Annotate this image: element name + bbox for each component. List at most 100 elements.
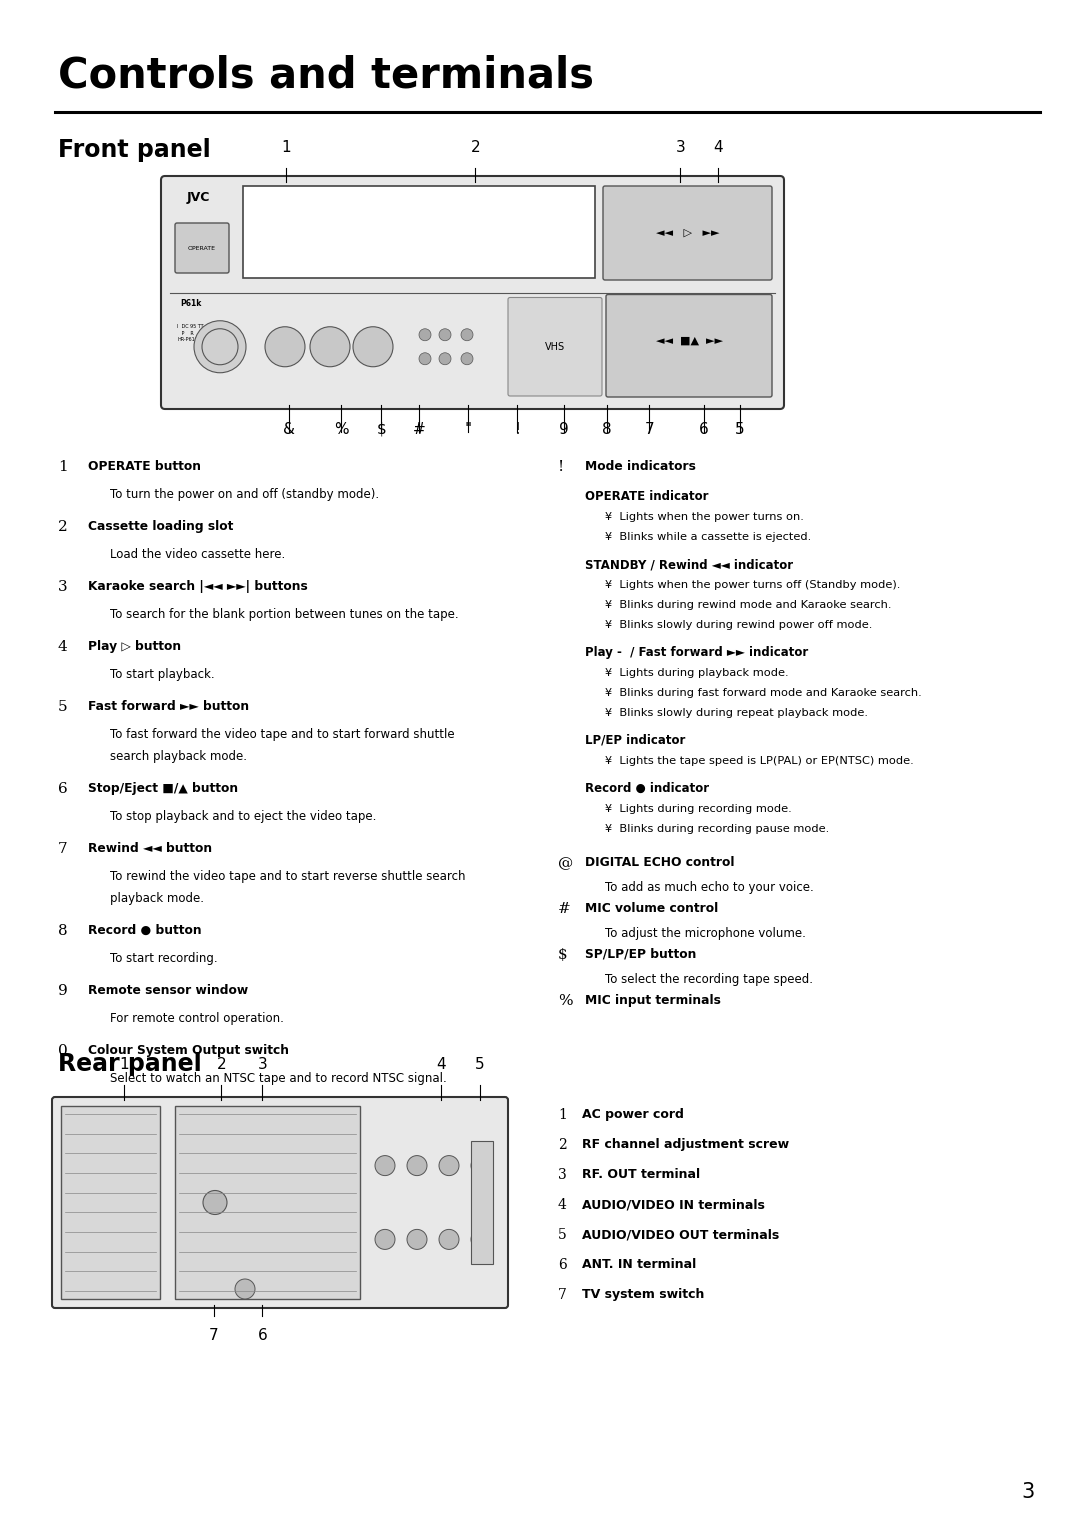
Text: VHS: VHS <box>545 342 565 353</box>
Text: STANDBY / Rewind ◄◄ indicator: STANDBY / Rewind ◄◄ indicator <box>585 559 793 571</box>
Text: ¥  Lights the tape speed is LP(PAL) or EP(NTSC) mode.: ¥ Lights the tape speed is LP(PAL) or EP… <box>605 755 914 766</box>
Text: To search for the blank portion between tunes on the tape.: To search for the blank portion between … <box>110 607 459 621</box>
Text: 7: 7 <box>645 423 653 436</box>
Text: 6: 6 <box>558 1257 567 1273</box>
FancyBboxPatch shape <box>161 175 784 409</box>
Text: For remote control operation.: For remote control operation. <box>110 1012 284 1025</box>
Text: Mode indicators: Mode indicators <box>585 459 696 473</box>
Text: %: % <box>558 993 572 1009</box>
Text: ¥  Lights when the power turns on.: ¥ Lights when the power turns on. <box>605 513 804 522</box>
Text: playback mode.: playback mode. <box>110 893 204 905</box>
Circle shape <box>419 328 431 340</box>
Text: !: ! <box>514 423 521 436</box>
Text: 5: 5 <box>558 1228 567 1242</box>
Text: To stop playback and to eject the video tape.: To stop playback and to eject the video … <box>110 810 376 823</box>
Text: 5: 5 <box>475 1058 484 1071</box>
Text: I  DC 95 TT
   P    R
HR-P61K: I DC 95 TT P R HR-P61K <box>177 325 204 342</box>
Text: To start playback.: To start playback. <box>110 668 215 681</box>
Text: 9: 9 <box>58 984 68 998</box>
Circle shape <box>438 328 451 340</box>
Text: 1: 1 <box>282 140 291 156</box>
Bar <box>243 186 595 278</box>
FancyBboxPatch shape <box>175 223 229 273</box>
Text: RF. OUT terminal: RF. OUT terminal <box>582 1167 700 1181</box>
Text: !: ! <box>558 459 564 475</box>
Text: ¥  Blinks slowly during rewind power off mode.: ¥ Blinks slowly during rewind power off … <box>605 620 873 630</box>
Text: DIGITAL ECHO control: DIGITAL ECHO control <box>585 856 734 868</box>
Circle shape <box>471 1230 491 1250</box>
Text: #: # <box>558 902 570 916</box>
Text: 7: 7 <box>558 1288 567 1302</box>
Text: AC power cord: AC power cord <box>582 1108 684 1122</box>
Text: 1: 1 <box>558 1108 567 1122</box>
Text: ¥  Blinks during recording pause mode.: ¥ Blinks during recording pause mode. <box>605 824 829 835</box>
Circle shape <box>375 1230 395 1250</box>
Circle shape <box>353 327 393 366</box>
Text: 6: 6 <box>699 423 710 436</box>
Text: Fast forward ►► button: Fast forward ►► button <box>87 700 249 713</box>
Text: 3: 3 <box>1022 1482 1035 1502</box>
Circle shape <box>461 328 473 340</box>
Circle shape <box>407 1230 427 1250</box>
Text: 3: 3 <box>58 580 68 594</box>
Text: &: & <box>283 423 296 436</box>
Circle shape <box>194 320 246 372</box>
Text: Front panel: Front panel <box>58 137 211 162</box>
Text: To start recording.: To start recording. <box>110 952 218 964</box>
Text: ¥  Blinks during rewind mode and Karaoke search.: ¥ Blinks during rewind mode and Karaoke … <box>605 600 891 610</box>
Text: 6: 6 <box>257 1328 268 1343</box>
Circle shape <box>438 1230 459 1250</box>
Text: SP/LP/EP button: SP/LP/EP button <box>585 948 697 961</box>
Text: 4: 4 <box>714 140 723 156</box>
Text: ¥  Lights during recording mode.: ¥ Lights during recording mode. <box>605 804 792 813</box>
Text: Controls and terminals: Controls and terminals <box>58 55 594 98</box>
Text: To add as much echo to your voice.: To add as much echo to your voice. <box>605 881 813 894</box>
Text: 5: 5 <box>735 423 744 436</box>
Text: ¥  Blinks while a cassette is ejected.: ¥ Blinks while a cassette is ejected. <box>605 533 811 542</box>
Text: 8: 8 <box>603 423 611 436</box>
Bar <box>175 1106 360 1299</box>
Text: $: $ <box>376 423 387 436</box>
Bar <box>60 1106 160 1299</box>
Text: Select to watch an NTSC tape and to record NTSC signal.: Select to watch an NTSC tape and to reco… <box>110 1071 447 1085</box>
Text: 2: 2 <box>558 1138 567 1152</box>
Circle shape <box>203 1190 227 1215</box>
Text: 1: 1 <box>58 459 68 475</box>
Text: %: % <box>334 423 349 436</box>
Text: MIC volume control: MIC volume control <box>585 902 718 916</box>
Text: ◄◄   ▷   ►►: ◄◄ ▷ ►► <box>656 227 719 238</box>
Circle shape <box>419 353 431 365</box>
Text: Play -  / Fast forward ►► indicator: Play - / Fast forward ►► indicator <box>585 645 808 659</box>
Text: Record ● indicator: Record ● indicator <box>585 781 710 795</box>
Text: ¥  Lights when the power turns off (Standby mode).: ¥ Lights when the power turns off (Stand… <box>605 580 901 591</box>
Text: To turn the power on and off (standby mode).: To turn the power on and off (standby mo… <box>110 488 379 501</box>
Text: 3: 3 <box>558 1167 567 1183</box>
Text: OPERATE button: OPERATE button <box>87 459 201 473</box>
Text: 5: 5 <box>58 700 68 714</box>
Text: 7: 7 <box>58 842 68 856</box>
Text: AUDIO/VIDEO OUT terminals: AUDIO/VIDEO OUT terminals <box>582 1228 780 1241</box>
Circle shape <box>438 1155 459 1175</box>
Text: 4: 4 <box>436 1058 445 1071</box>
Text: LP/EP indicator: LP/EP indicator <box>585 734 686 748</box>
Text: JVC: JVC <box>187 191 211 204</box>
Text: Rewind ◄◄ button: Rewind ◄◄ button <box>87 842 212 855</box>
Text: To select the recording tape speed.: To select the recording tape speed. <box>605 974 813 986</box>
Text: TV system switch: TV system switch <box>582 1288 704 1302</box>
Text: 4: 4 <box>58 639 68 655</box>
Text: search playback mode.: search playback mode. <box>110 749 247 763</box>
FancyBboxPatch shape <box>606 295 772 397</box>
Text: Remote sensor window: Remote sensor window <box>87 984 248 996</box>
Text: Rear panel: Rear panel <box>58 1051 202 1076</box>
Text: RF channel adjustment screw: RF channel adjustment screw <box>582 1138 789 1151</box>
Text: To rewind the video tape and to start reverse shuttle search: To rewind the video tape and to start re… <box>110 870 465 884</box>
Text: OPERATE: OPERATE <box>188 246 216 250</box>
Text: ¥  Blinks slowly during repeat playback mode.: ¥ Blinks slowly during repeat playback m… <box>605 708 868 719</box>
Text: 2: 2 <box>471 140 480 156</box>
Text: 4: 4 <box>558 1198 567 1212</box>
Circle shape <box>265 327 305 366</box>
Bar <box>471 1141 492 1264</box>
Circle shape <box>375 1155 395 1175</box>
Text: Colour System Output switch: Colour System Output switch <box>87 1044 289 1058</box>
Text: Stop/Eject ■/▲ button: Stop/Eject ■/▲ button <box>87 781 238 795</box>
